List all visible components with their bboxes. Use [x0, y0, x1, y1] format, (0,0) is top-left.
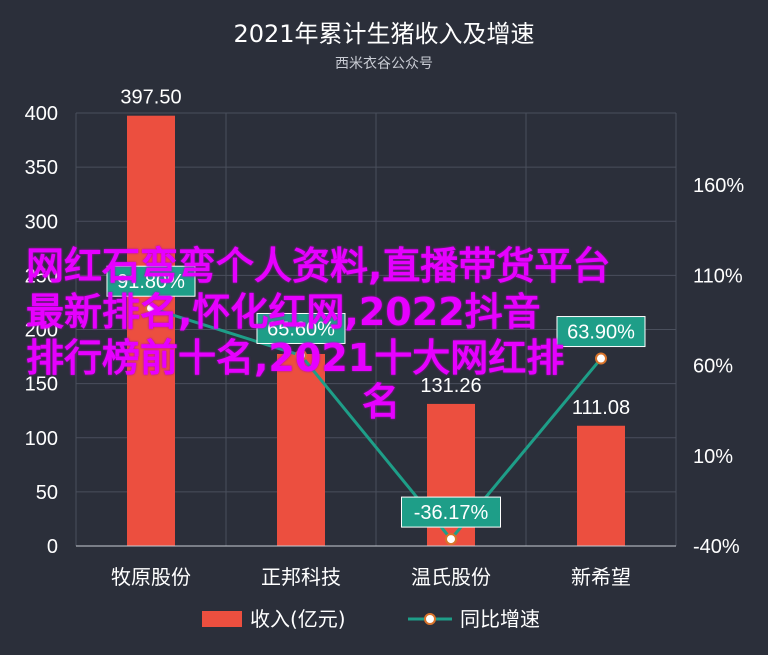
y-axis-left: 0 50 100 150 200 250 300 350 400 — [25, 103, 58, 558]
y-tick-label: 300 — [25, 211, 58, 233]
y-tick-label: 250 — [25, 265, 58, 287]
legend-bar-label: 收入(亿元) — [250, 607, 346, 631]
line-marker — [145, 302, 157, 315]
line-path — [150, 306, 603, 542]
y-tick-label: 0 — [47, 536, 58, 558]
line-marker — [445, 533, 457, 546]
bar — [577, 425, 625, 546]
legend: 收入(亿元) 同比增速 — [202, 607, 540, 631]
bar-value-label: 397.50 — [120, 87, 181, 109]
y-tick-label: 150 — [25, 374, 58, 396]
x-tick-label: 正邦科技 — [261, 565, 341, 589]
line-value-label-box — [401, 496, 501, 528]
line-value-label: 65.60% — [267, 318, 335, 340]
y2-tick-label: 160% — [693, 175, 744, 197]
line-value-label-box — [106, 265, 196, 297]
bar-value-label: 131.26 — [420, 375, 481, 397]
y-tick-label: 100 — [25, 428, 58, 450]
x-tick-label: 牧原股份 — [111, 565, 191, 589]
line-value-label: 91.80% — [117, 271, 185, 293]
line-value-label: 63.90% — [567, 322, 635, 344]
y-tick-label: 200 — [25, 320, 58, 342]
legend-bar-swatch — [202, 611, 242, 627]
line-value-label-box — [256, 312, 346, 344]
bar — [127, 115, 175, 547]
y2-tick-label: 60% — [693, 356, 733, 378]
x-tick-label: 温氏股份 — [411, 565, 491, 589]
chart-subtitle: 西米衣谷公众号 — [335, 56, 433, 72]
line-marker — [295, 349, 307, 362]
y-tick-label: 350 — [25, 157, 58, 179]
bar-value-label: 111.08 — [572, 397, 630, 419]
line-marker — [595, 352, 607, 365]
y2-tick-label: 110% — [693, 265, 743, 287]
x-axis: 牧原股份 正邦科技 温氏股份 新希望 — [76, 545, 676, 589]
chart-title: 2021年累计生猪收入及增速 — [233, 20, 534, 48]
line-value-label: -36.17% — [414, 502, 489, 524]
legend-line-marker — [424, 613, 436, 625]
y-axis-right: -40% 10% 60% 110% 160% — [693, 175, 744, 558]
y2-tick-label: -40% — [693, 536, 740, 558]
y2-tick-label: 10% — [693, 446, 733, 468]
bar — [277, 353, 325, 546]
legend-line-label: 同比增速 — [460, 607, 540, 631]
y-tick-label: 400 — [25, 103, 58, 125]
x-tick-label: 新希望 — [571, 565, 631, 589]
line-series: 91.80% 65.60% -36.17% 63.90% — [106, 265, 646, 546]
line-value-label-box — [556, 316, 646, 348]
y-tick-label: 50 — [36, 482, 58, 504]
